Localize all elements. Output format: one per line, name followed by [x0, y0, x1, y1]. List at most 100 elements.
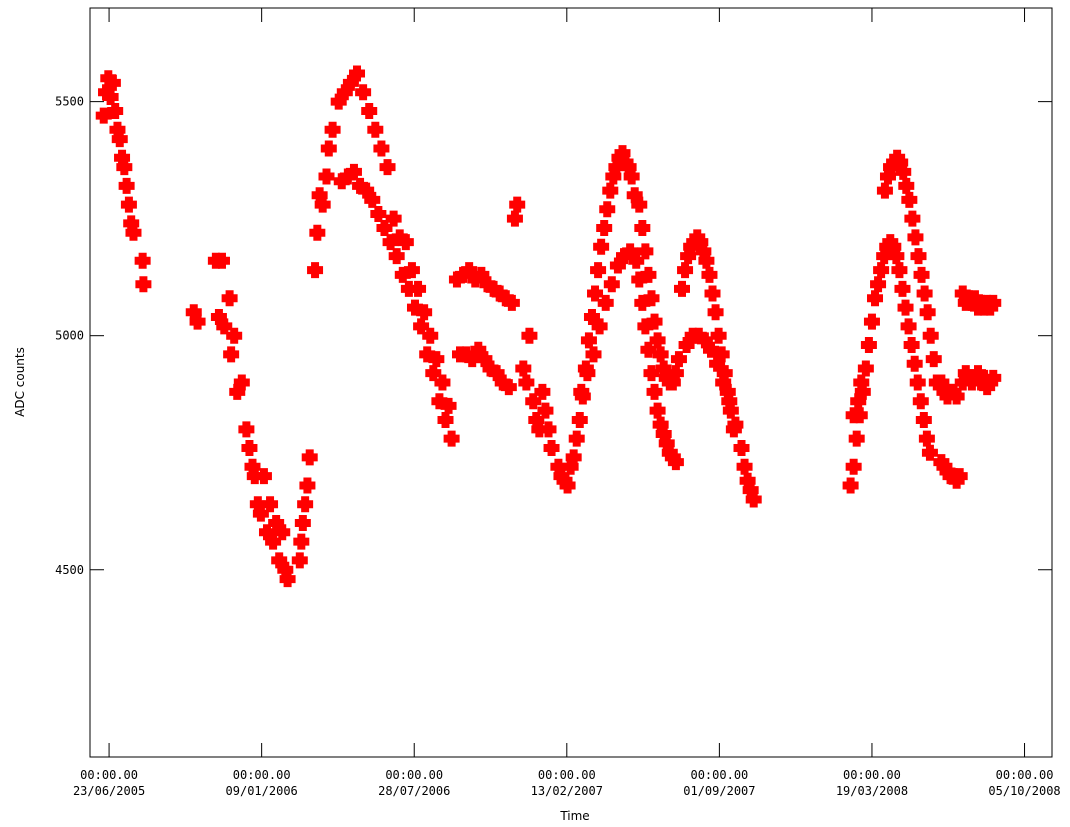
- data-point: [640, 266, 657, 283]
- data-point: [649, 402, 666, 419]
- data-point: [318, 168, 335, 185]
- data-point: [919, 304, 936, 321]
- data-point: [320, 140, 337, 157]
- data-point: [571, 411, 588, 428]
- data-point: [503, 294, 520, 311]
- data-point: [850, 393, 867, 410]
- data-point: [727, 416, 744, 433]
- x-tick-label-date: 01/09/2007: [683, 784, 755, 798]
- x-tick-label-date: 09/01/2006: [226, 784, 298, 798]
- data-point: [626, 187, 643, 204]
- data-point: [223, 346, 240, 363]
- data-point: [918, 430, 935, 447]
- x-tick-label-time: 00:00.00: [385, 768, 443, 782]
- data-point: [704, 285, 721, 302]
- data-point: [440, 397, 457, 414]
- data-point: [602, 182, 619, 199]
- data-point: [913, 266, 930, 283]
- data-point: [951, 468, 968, 485]
- data-point: [709, 355, 726, 372]
- data-point: [634, 220, 651, 237]
- data-point: [307, 262, 324, 279]
- data-point: [238, 421, 255, 438]
- data-point: [643, 290, 660, 307]
- data-point: [118, 177, 135, 194]
- x-tick-label-time: 00:00.00: [690, 768, 748, 782]
- data-point: [903, 337, 920, 354]
- data-point: [422, 327, 439, 344]
- data-point: [842, 477, 859, 494]
- data-point: [585, 346, 602, 363]
- y-tick-label: 5500: [55, 95, 84, 109]
- data-point: [437, 411, 454, 428]
- data-point: [102, 88, 119, 105]
- data-point: [107, 102, 124, 119]
- data-point: [646, 313, 663, 330]
- data-point: [274, 524, 291, 541]
- data-point: [591, 318, 608, 335]
- x-tick-label-date: 19/03/2008: [836, 784, 908, 798]
- x-axis-title: Time: [559, 809, 589, 823]
- data-point: [443, 430, 460, 447]
- data-point: [915, 411, 932, 428]
- data-point: [210, 308, 227, 325]
- data-point: [900, 318, 917, 335]
- data-point: [301, 449, 318, 466]
- data-point: [349, 65, 366, 82]
- data-point: [559, 477, 576, 494]
- data-point: [111, 131, 128, 148]
- y-tick-label: 5000: [55, 329, 84, 343]
- data-point: [525, 393, 542, 410]
- data-point: [385, 210, 402, 227]
- data-point: [262, 496, 279, 513]
- data-point: [948, 388, 965, 405]
- data-point: [646, 383, 663, 400]
- data-point: [867, 290, 884, 307]
- data-point: [373, 140, 390, 157]
- data-point: [652, 346, 669, 363]
- data-point: [233, 374, 250, 391]
- data-point: [916, 285, 933, 302]
- data-point: [649, 332, 666, 349]
- data-point: [590, 262, 607, 279]
- data-point: [985, 369, 1002, 386]
- data-point: [376, 220, 393, 237]
- data-point: [342, 74, 359, 91]
- data-point: [515, 360, 532, 377]
- data-point: [309, 224, 326, 241]
- data-point: [255, 468, 272, 485]
- data-point: [361, 102, 378, 119]
- data-point: [120, 196, 137, 213]
- data-point: [135, 276, 152, 293]
- data-point: [473, 266, 490, 283]
- data-point: [593, 238, 610, 255]
- data-point: [379, 159, 396, 176]
- data-point: [698, 252, 715, 269]
- data-point: [906, 355, 923, 372]
- data-point: [891, 262, 908, 279]
- data-point: [370, 205, 387, 222]
- data-point: [258, 524, 275, 541]
- data-point: [314, 196, 331, 213]
- data-point: [587, 285, 604, 302]
- data-point: [425, 365, 442, 382]
- data-point: [509, 196, 526, 213]
- data-point: [543, 440, 560, 457]
- data-point: [745, 491, 762, 508]
- y-tick-label: 4500: [55, 563, 84, 577]
- x-tick-label-time: 00:00.00: [538, 768, 596, 782]
- data-point: [410, 280, 427, 297]
- data-point: [488, 365, 505, 382]
- data-point: [921, 444, 938, 461]
- data-point: [388, 248, 405, 265]
- data-point: [863, 313, 880, 330]
- data-point: [721, 393, 738, 410]
- data-point: [907, 229, 924, 246]
- data-point: [643, 365, 660, 382]
- data-point: [670, 351, 687, 368]
- data-point: [476, 351, 493, 368]
- data-point: [265, 533, 282, 550]
- data-point: [860, 337, 877, 354]
- data-point: [853, 374, 870, 391]
- data-point: [540, 421, 557, 438]
